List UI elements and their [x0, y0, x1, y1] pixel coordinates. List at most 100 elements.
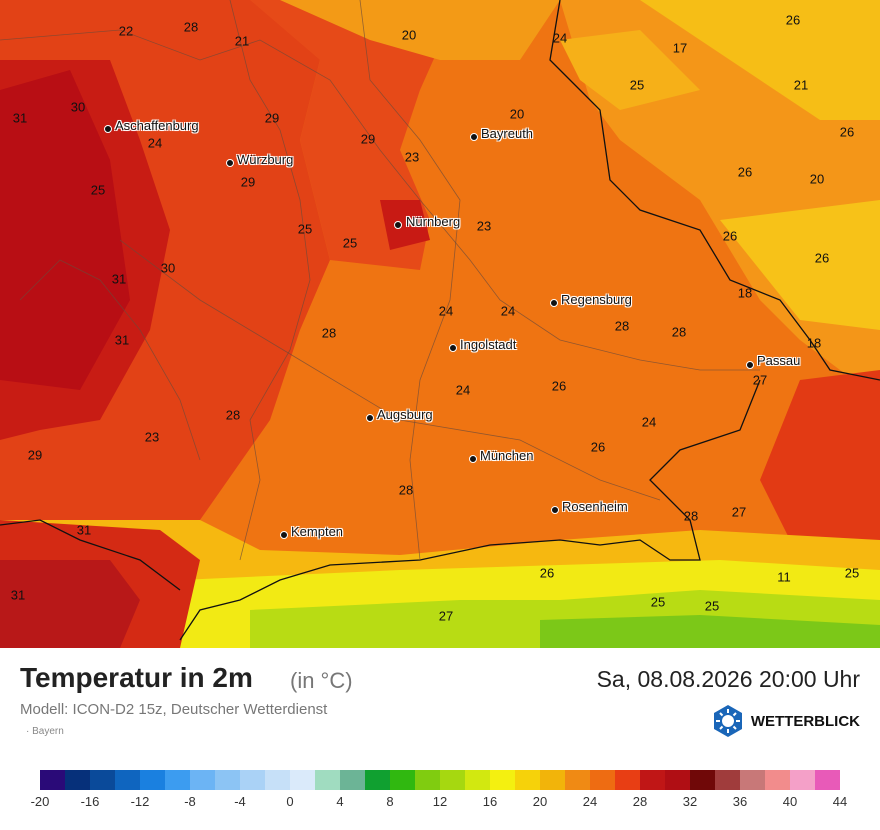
- scale-tick-label: 4: [336, 794, 344, 809]
- scale-tick-label: 8: [386, 794, 394, 809]
- temp-label: 25: [342, 235, 358, 251]
- logo-text: WETTERBLICK: [750, 712, 860, 730]
- scale-tick-label: -12: [130, 794, 150, 809]
- scale-swatch: [215, 770, 240, 790]
- temp-label: 31: [111, 271, 127, 287]
- forecast-datetime: Sa, 08.08.2026 20:00 Uhr: [596, 666, 860, 692]
- color-scale: [40, 770, 840, 790]
- scale-swatch: [690, 770, 715, 790]
- scale-swatch: [740, 770, 765, 790]
- temp-label: 20: [509, 106, 525, 122]
- scale-swatch: [140, 770, 165, 790]
- temp-label: 22: [118, 23, 134, 39]
- scale-tick-label: -4: [234, 794, 246, 809]
- city-dot-regensburg: [550, 299, 558, 307]
- temp-label: 24: [455, 382, 471, 398]
- scale-swatch: [65, 770, 90, 790]
- temp-label: 18: [737, 285, 753, 301]
- city-label-nuernberg: Nürnberg: [406, 214, 461, 229]
- scale-swatch: [165, 770, 190, 790]
- scale-tick-label: 28: [632, 794, 648, 809]
- temp-label: 29: [264, 110, 280, 126]
- temp-label: 20: [809, 171, 825, 187]
- scale-tick-label: 40: [782, 794, 798, 809]
- scale-swatch: [40, 770, 65, 790]
- temp-label: 27: [731, 504, 747, 520]
- temp-label: 20: [401, 27, 417, 43]
- temp-label: 29: [27, 447, 43, 463]
- scale-tick-label: 36: [732, 794, 748, 809]
- temperature-map: Aschaffenburg Würzburg Bayreuth Nürnberg…: [0, 0, 880, 648]
- temp-label: 25: [297, 221, 313, 237]
- temp-label: 29: [360, 131, 376, 147]
- city-dot-kempten: [280, 531, 288, 539]
- scale-tick-label: -8: [184, 794, 196, 809]
- temp-label: 31: [114, 332, 130, 348]
- scale-swatch: [415, 770, 440, 790]
- temp-label: 17: [672, 40, 688, 56]
- scale-swatch: [490, 770, 515, 790]
- map-unit: (in °C): [290, 668, 353, 693]
- temp-label: 24: [438, 303, 454, 319]
- city-label-augsburg: Augsburg: [377, 407, 433, 422]
- temp-label: 26: [722, 228, 738, 244]
- logo-icon: [713, 705, 742, 737]
- scale-swatch: [340, 770, 365, 790]
- scale-swatch: [390, 770, 415, 790]
- temp-label: 23: [476, 218, 492, 234]
- temp-label: 28: [183, 19, 199, 35]
- temp-label: 28: [225, 407, 241, 423]
- scale-swatch: [515, 770, 540, 790]
- temp-label: 21: [234, 33, 250, 49]
- scale-swatch: [615, 770, 640, 790]
- city-label-ingolstadt: Ingolstadt: [460, 337, 517, 352]
- city-dot-augsburg: [366, 414, 374, 422]
- temp-label: 25: [650, 594, 666, 610]
- temp-label: 23: [144, 429, 160, 445]
- region-label: · Bayern: [26, 726, 64, 737]
- temp-label: 28: [614, 318, 630, 334]
- temp-label: 26: [814, 250, 830, 266]
- city-dot-ingolstadt: [449, 344, 457, 352]
- temp-label: 24: [147, 135, 163, 151]
- scale-swatch: [815, 770, 840, 790]
- city-label-wuerzburg: Würzburg: [237, 152, 294, 167]
- scale-tick-label: 0: [286, 794, 294, 809]
- city-label-bayreuth: Bayreuth: [481, 126, 534, 141]
- temp-label: 26: [785, 12, 801, 28]
- model-info: Modell: ICON-D2 15z, Deutscher Wetterdie…: [20, 701, 328, 718]
- scale-swatch: [465, 770, 490, 790]
- scale-swatch: [440, 770, 465, 790]
- city-dot-aschaffenburg: [104, 125, 112, 133]
- scale-swatch: [265, 770, 290, 790]
- city-label-muenchen: München: [480, 448, 534, 463]
- temp-label: 25: [629, 77, 645, 93]
- scale-tick-label: -16: [80, 794, 100, 809]
- scale-tick-label: -20: [30, 794, 50, 809]
- scale-swatch: [290, 770, 315, 790]
- scale-swatch: [565, 770, 590, 790]
- scale-swatch: [190, 770, 215, 790]
- temp-label: 21: [793, 77, 809, 93]
- temp-label: 31: [12, 110, 28, 126]
- wetterblick-logo: WETTERBLICK: [711, 704, 860, 738]
- temp-label: 28: [671, 324, 687, 340]
- temp-label: 26: [551, 378, 567, 394]
- scale-swatch: [765, 770, 790, 790]
- city-dot-nuernberg: [394, 221, 402, 229]
- temp-label: 28: [398, 482, 414, 498]
- scale-swatch: [365, 770, 390, 790]
- city-label-rosenheim: Rosenheim: [562, 499, 628, 514]
- temp-label: 25: [844, 565, 860, 581]
- city-dot-muenchen: [469, 455, 477, 463]
- scale-tick-label: 16: [482, 794, 498, 809]
- scale-swatch: [540, 770, 565, 790]
- temp-label: 29: [240, 174, 256, 190]
- temp-label: 23: [404, 149, 420, 165]
- city-dot-passau: [746, 361, 754, 369]
- temp-label: 11: [777, 569, 791, 585]
- city-label-kempten: Kempten: [291, 524, 344, 539]
- temp-label: 25: [704, 598, 720, 614]
- temp-label: 27: [752, 372, 768, 388]
- temp-label: 26: [737, 164, 753, 180]
